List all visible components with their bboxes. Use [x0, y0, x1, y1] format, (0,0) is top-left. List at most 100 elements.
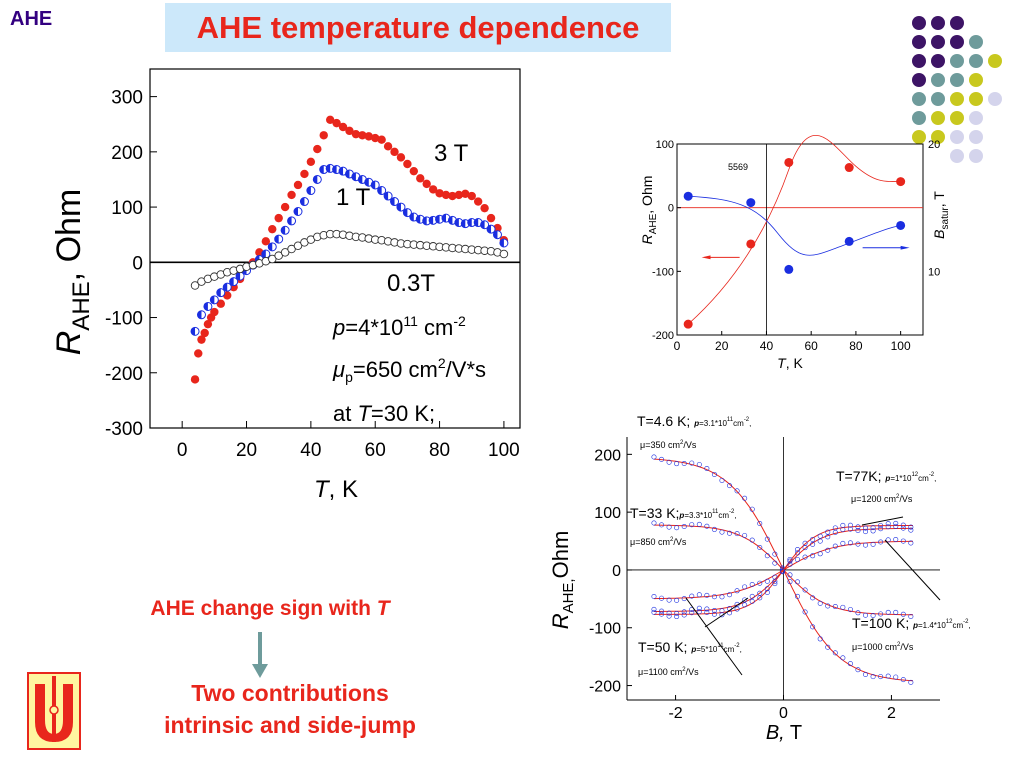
main-point-3t [338, 122, 348, 132]
field-label-t46-mu: μ [640, 440, 645, 450]
main-point-1t-half [306, 186, 311, 195]
field-curve-point [689, 606, 695, 612]
field-curve-point [779, 565, 785, 571]
main-point-03t [197, 277, 206, 286]
main-point-1t [402, 208, 412, 218]
field-curve-point [847, 526, 853, 532]
inset-red-arrowhead [701, 255, 711, 260]
main-point-1t-half [499, 238, 504, 247]
inset-point-blue [844, 236, 854, 246]
main-point-03t [287, 244, 296, 254]
field-curve-point [885, 524, 891, 530]
field-y-tick-label: 0 [612, 563, 621, 580]
field-curve-point [772, 560, 778, 566]
decor-dot [969, 111, 983, 125]
main-point-1t-half [236, 272, 241, 281]
field-curve-point [900, 522, 906, 528]
field-curve-point [810, 624, 816, 630]
main-point-3t [216, 299, 225, 308]
field-curve-point [832, 529, 838, 535]
field-curve-point [855, 541, 861, 547]
inset-point-blue [746, 198, 756, 208]
main-point-3t [287, 190, 296, 200]
decor-dot [969, 92, 983, 106]
main-chart-label-03t: 0.3T [387, 270, 435, 297]
main-point-1t-half [358, 175, 363, 184]
field-pointer-arrow [884, 539, 941, 601]
field-label-t77-main: T=77K; [836, 468, 885, 484]
field-label-t77-mu_unit: /Vs [899, 494, 913, 504]
decor-dot [969, 149, 983, 163]
main-point-03t [358, 233, 367, 242]
main-point-3t [454, 190, 464, 200]
main-point-1t-half [396, 203, 401, 212]
decor-dot [969, 35, 983, 49]
field-curve-point [802, 540, 808, 546]
field-y-tick-label: -100 [589, 621, 621, 638]
field-curve-point [779, 568, 785, 574]
field-label-t33-mu_exp: 2 [670, 537, 674, 543]
main-point-03t [268, 254, 277, 264]
field-curve-point [696, 521, 702, 527]
main-point-3t [377, 135, 386, 144]
main-point-03t [235, 264, 245, 274]
main-point-03t [486, 247, 496, 256]
field-curve-point [810, 553, 816, 559]
field-xlabel: B, T [766, 722, 802, 744]
main-point-1t-half [300, 197, 305, 206]
field-curve-point [855, 527, 861, 533]
field-curve-point [802, 587, 808, 593]
inset-x-tick-label: 40 [760, 339, 774, 353]
main-point-1t-half [377, 186, 382, 195]
inset-y-tick-label: 0 [668, 203, 674, 215]
field-x-tick-label: 2 [887, 705, 896, 722]
main-point-1t-half [294, 207, 298, 216]
main-point-3t [248, 258, 258, 267]
decor-dot [912, 73, 926, 87]
field-label-t50-exp: 11 [717, 643, 724, 649]
field-curve-point [704, 606, 710, 612]
inset-ylabel-R: R [639, 234, 655, 244]
main-point-1t-half [442, 214, 446, 223]
main-point-1t [377, 186, 387, 196]
main-x-tick-label: 0 [177, 440, 188, 461]
inset-y-tick-label: -200 [652, 330, 674, 342]
field-label-t50-main: T=50 K; [638, 639, 691, 655]
field-curve-point [727, 592, 733, 598]
field-label-t46-main: T=4.6 K; [637, 413, 694, 429]
main-chart-ylabel: RAHE, Ohm [50, 189, 95, 356]
field-curve-point [847, 607, 853, 613]
main-ylabel-rest: , Ohm [50, 189, 88, 282]
field-curve-point [847, 522, 853, 528]
main-point-03t [261, 256, 271, 266]
main-point-03t [441, 243, 451, 252]
main-point-3t [448, 191, 457, 201]
field-curve-point [817, 600, 823, 606]
main-point-1t [409, 212, 419, 222]
main-point-03t [338, 230, 348, 239]
main-point-03t [377, 235, 386, 245]
main-chart-label-1t: 1 T [336, 184, 371, 211]
inset-point-blue [683, 191, 693, 201]
inset-y2label-sub: satur [940, 207, 951, 230]
field-curve-point [734, 588, 740, 594]
field-curve-point [870, 674, 876, 680]
main-point-03t [454, 244, 464, 253]
decor-dot [950, 149, 964, 163]
decor-dot [912, 130, 926, 144]
field-curve-point [863, 525, 869, 531]
field-curve-point [711, 611, 717, 617]
main-point-03t [280, 248, 290, 257]
main-point-1t-half [274, 235, 279, 244]
field-curve-point [681, 609, 687, 615]
field-label-t77: T=77K; p=1*1012cm-2, [836, 468, 936, 484]
main-point-1t [274, 234, 284, 244]
field-label-t50-mu_exp: 2 [682, 667, 686, 673]
field-label-t33-mu: μ [630, 537, 635, 547]
main-point-1t-half [429, 216, 434, 225]
field-label-t50-tail: , [740, 645, 742, 654]
field-label-t50-mu: μ [638, 667, 643, 677]
main-point-1t-half [229, 277, 234, 286]
decor-dot [988, 54, 1002, 68]
